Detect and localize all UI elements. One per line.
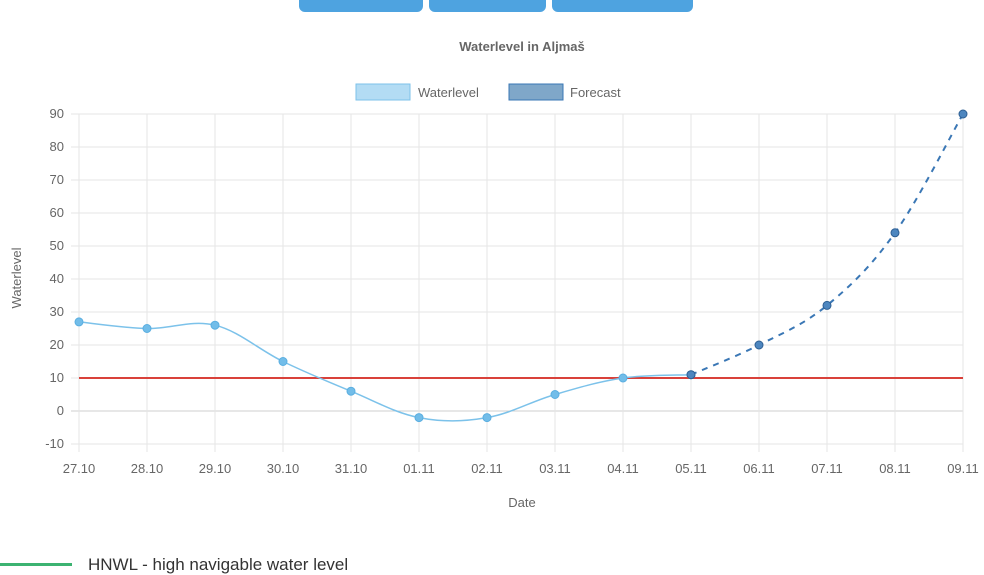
y-tick-label: 40: [50, 271, 64, 286]
data-point[interactable]: [618, 373, 628, 383]
y-tick-label: 80: [50, 139, 64, 154]
hnwl-legend-item: HNWL - high navigable water level: [0, 553, 984, 574]
top-tab-bar: [0, 0, 984, 14]
data-point[interactable]: [346, 386, 356, 396]
y-tick-label: 10: [50, 370, 64, 385]
x-tick-label: 29.10: [199, 461, 232, 476]
legend-label-forecast[interactable]: Forecast: [570, 85, 621, 100]
x-tick-label: 09.11: [947, 461, 979, 476]
y-tick-label: 30: [50, 304, 64, 319]
data-point[interactable]: [958, 109, 968, 119]
tab-2[interactable]: [429, 0, 546, 12]
x-tick-label: 07.11: [811, 461, 843, 476]
series-line-1: [690, 113, 964, 376]
legend-label-waterlevel[interactable]: Waterlevel: [418, 85, 479, 100]
data-point[interactable]: [550, 390, 560, 399]
data-point[interactable]: [278, 357, 288, 366]
x-axis-ticks: 27.10 28.10 29.10 30.10 31.10 01.11 02.11 03.11…: [63, 461, 979, 476]
x-tick-label: 06.11: [743, 461, 775, 476]
data-point[interactable]: [414, 413, 424, 423]
data-point[interactable]: [74, 317, 84, 327]
data-point[interactable]: [686, 370, 696, 380]
x-tick-label: 02.11: [471, 461, 503, 476]
tab-3[interactable]: [552, 0, 693, 12]
data-point[interactable]: [142, 324, 152, 333]
waterlevel-chart: Waterlevel in Aljmaš Waterlevel Forecast…: [9, 39, 979, 510]
x-tick-label: 03.11: [539, 461, 571, 476]
y-tick-label: 60: [50, 205, 64, 220]
x-axis-label: Date: [508, 495, 535, 510]
data-point[interactable]: [482, 413, 492, 423]
data-point[interactable]: [822, 300, 832, 310]
x-tick-label: 01.11: [403, 461, 435, 476]
hnwl-label: HNWL - high navigable water level: [88, 555, 349, 574]
legend-swatch-waterlevel[interactable]: [355, 83, 411, 101]
x-tick-label: 04.11: [607, 461, 639, 476]
x-tick-label: 08.11: [879, 461, 911, 476]
legend-swatch-forecast[interactable]: [508, 83, 564, 101]
y-tick-label: 20: [50, 337, 64, 352]
y-tick-label: 0: [57, 403, 64, 418]
y-tick-label: 50: [50, 238, 64, 253]
x-tick-label: 28.10: [131, 461, 164, 476]
y-tick-label: 90: [50, 106, 64, 121]
chart-legend: Waterlevel Forecast: [355, 83, 621, 101]
x-tick-label: 27.10: [63, 461, 96, 476]
chart-title: Waterlevel in Aljmaš: [459, 39, 584, 54]
data-point[interactable]: [890, 228, 900, 238]
y-tick-label: 70: [50, 172, 64, 187]
chart-series: [74, 109, 968, 423]
x-tick-label: 31.10: [335, 461, 368, 476]
hnwl-swatch: [0, 563, 72, 566]
series-line-0: [78, 321, 692, 422]
tab-1[interactable]: [299, 0, 423, 12]
x-tick-label: 30.10: [267, 461, 300, 476]
chart-grid: [71, 113, 964, 452]
y-axis-ticks: -10 0 10 20 30 40 50 60 70 80 90: [45, 106, 64, 451]
data-point[interactable]: [210, 320, 220, 330]
y-axis-label: Waterlevel: [9, 247, 24, 308]
y-tick-label: -10: [45, 436, 64, 451]
data-point[interactable]: [754, 340, 764, 350]
x-tick-label: 05.11: [675, 461, 707, 476]
